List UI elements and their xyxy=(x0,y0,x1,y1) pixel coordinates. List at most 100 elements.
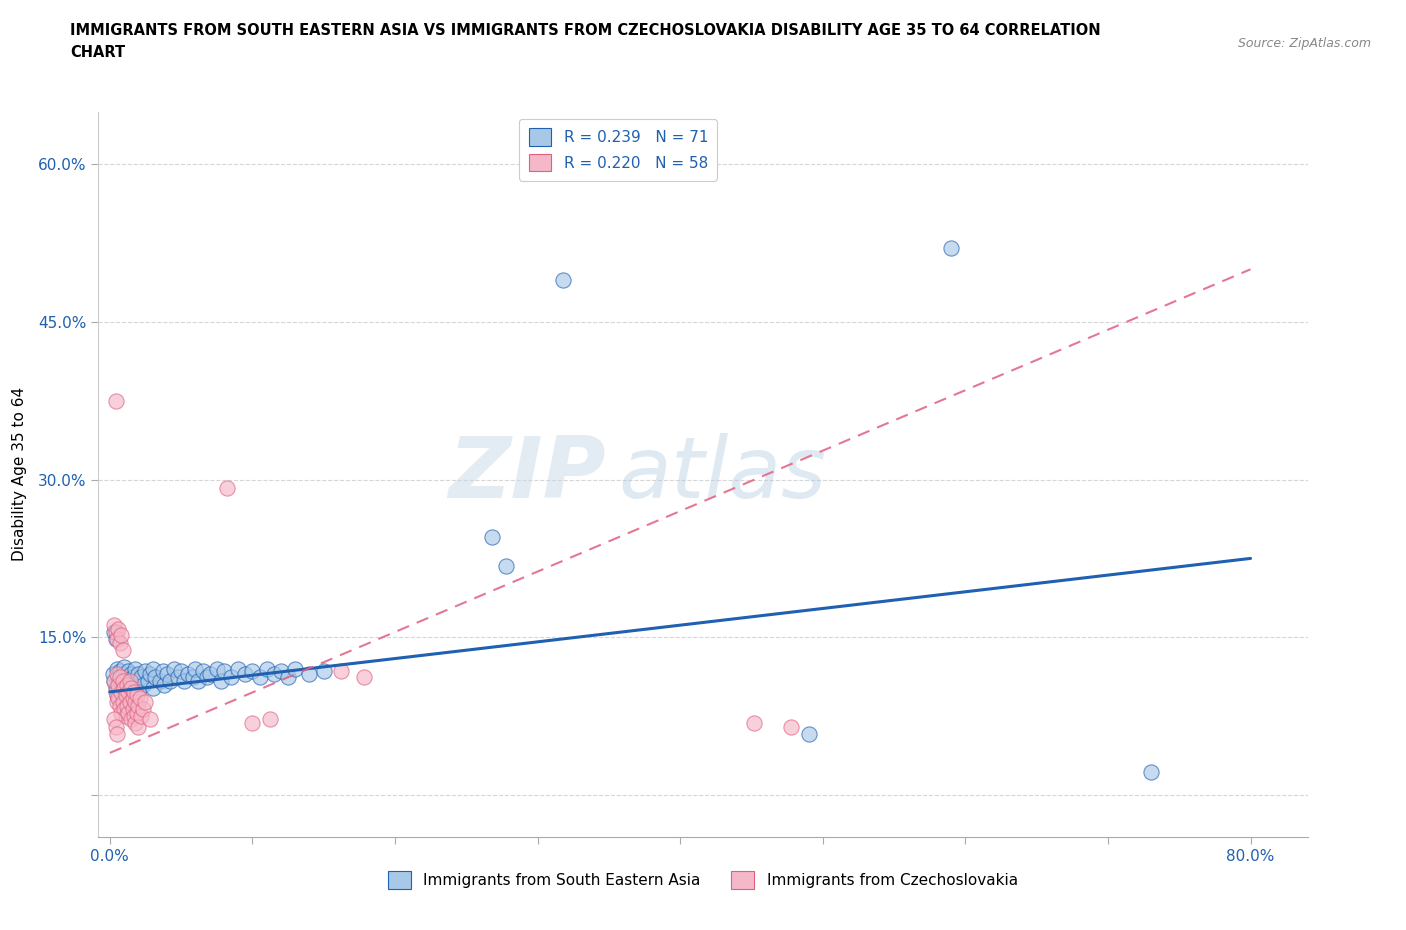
Point xyxy=(115,698,138,713)
Point xyxy=(156,667,179,682)
Point xyxy=(259,711,281,726)
Point xyxy=(103,674,125,689)
Point xyxy=(117,680,139,695)
Point xyxy=(122,709,145,724)
Point xyxy=(105,687,128,702)
Point xyxy=(118,674,141,689)
Point xyxy=(104,684,127,699)
Point xyxy=(122,684,145,699)
Point xyxy=(797,726,820,741)
Point xyxy=(284,661,307,676)
Point xyxy=(121,670,143,684)
Point xyxy=(233,667,256,682)
Point xyxy=(115,677,138,692)
Point xyxy=(105,726,128,741)
Point xyxy=(117,684,139,699)
Point xyxy=(108,670,131,684)
Point xyxy=(181,670,204,684)
Point xyxy=(481,530,503,545)
Legend: Immigrants from South Eastern Asia, Immigrants from Czechoslovakia: Immigrants from South Eastern Asia, Immi… xyxy=(382,865,1024,895)
Point xyxy=(215,481,238,496)
Point xyxy=(780,719,803,734)
Point xyxy=(108,698,131,713)
Point xyxy=(114,687,136,702)
Point xyxy=(242,663,264,678)
Point xyxy=(1139,764,1161,779)
Point xyxy=(249,670,271,684)
Point xyxy=(120,680,142,695)
Point xyxy=(112,674,135,689)
Point xyxy=(219,670,242,684)
Point xyxy=(205,661,228,676)
Point xyxy=(184,661,207,676)
Point xyxy=(256,661,278,676)
Point xyxy=(118,695,141,710)
Point xyxy=(191,663,214,678)
Point xyxy=(118,674,141,689)
Point xyxy=(107,670,129,684)
Point xyxy=(124,695,146,710)
Point xyxy=(103,618,125,632)
Point xyxy=(136,674,159,689)
Point xyxy=(131,677,153,692)
Point xyxy=(127,698,149,713)
Point xyxy=(105,661,128,676)
Text: ZIP: ZIP xyxy=(449,432,606,516)
Point xyxy=(153,677,176,692)
Point xyxy=(121,701,143,716)
Text: IMMIGRANTS FROM SOUTH EASTERN ASIA VS IMMIGRANTS FROM CZECHOSLOVAKIA DISABILITY : IMMIGRANTS FROM SOUTH EASTERN ASIA VS IM… xyxy=(70,23,1101,38)
Point xyxy=(108,663,131,678)
Point xyxy=(111,643,134,658)
Point xyxy=(125,687,148,702)
Point xyxy=(495,558,517,573)
Point xyxy=(177,667,200,682)
Text: CHART: CHART xyxy=(70,45,125,60)
Point xyxy=(117,663,139,678)
Point xyxy=(108,684,131,699)
Point xyxy=(114,709,136,724)
Point xyxy=(101,667,124,682)
Point xyxy=(270,663,292,678)
Point xyxy=(105,667,128,682)
Point xyxy=(105,695,128,710)
Point xyxy=(114,687,136,702)
Point xyxy=(111,695,134,710)
Point xyxy=(127,719,149,734)
Point xyxy=(939,241,962,256)
Point xyxy=(173,674,195,689)
Point xyxy=(131,701,153,716)
Point xyxy=(127,684,149,699)
Point xyxy=(744,716,766,731)
Point xyxy=(139,667,162,682)
Point xyxy=(124,716,146,731)
Point xyxy=(112,680,135,695)
Point xyxy=(142,680,165,695)
Point xyxy=(107,621,129,636)
Point xyxy=(553,272,575,287)
Point xyxy=(110,684,132,699)
Point xyxy=(329,663,352,678)
Point xyxy=(134,663,156,678)
Point xyxy=(312,663,335,678)
Point xyxy=(105,631,128,646)
Point xyxy=(298,667,321,682)
Point xyxy=(103,625,125,640)
Point xyxy=(117,706,139,721)
Point xyxy=(107,677,129,692)
Text: atlas: atlas xyxy=(619,432,827,516)
Point xyxy=(120,684,142,699)
Point xyxy=(111,674,134,689)
Point xyxy=(112,701,135,716)
Point xyxy=(104,631,127,646)
Point xyxy=(110,628,132,643)
Point xyxy=(353,670,375,684)
Point xyxy=(128,691,150,706)
Point xyxy=(104,393,127,408)
Point xyxy=(112,659,135,674)
Point xyxy=(198,667,221,682)
Point xyxy=(242,716,264,731)
Point xyxy=(115,671,138,686)
Point xyxy=(124,661,146,676)
Point xyxy=(134,695,156,710)
Point xyxy=(129,670,152,684)
